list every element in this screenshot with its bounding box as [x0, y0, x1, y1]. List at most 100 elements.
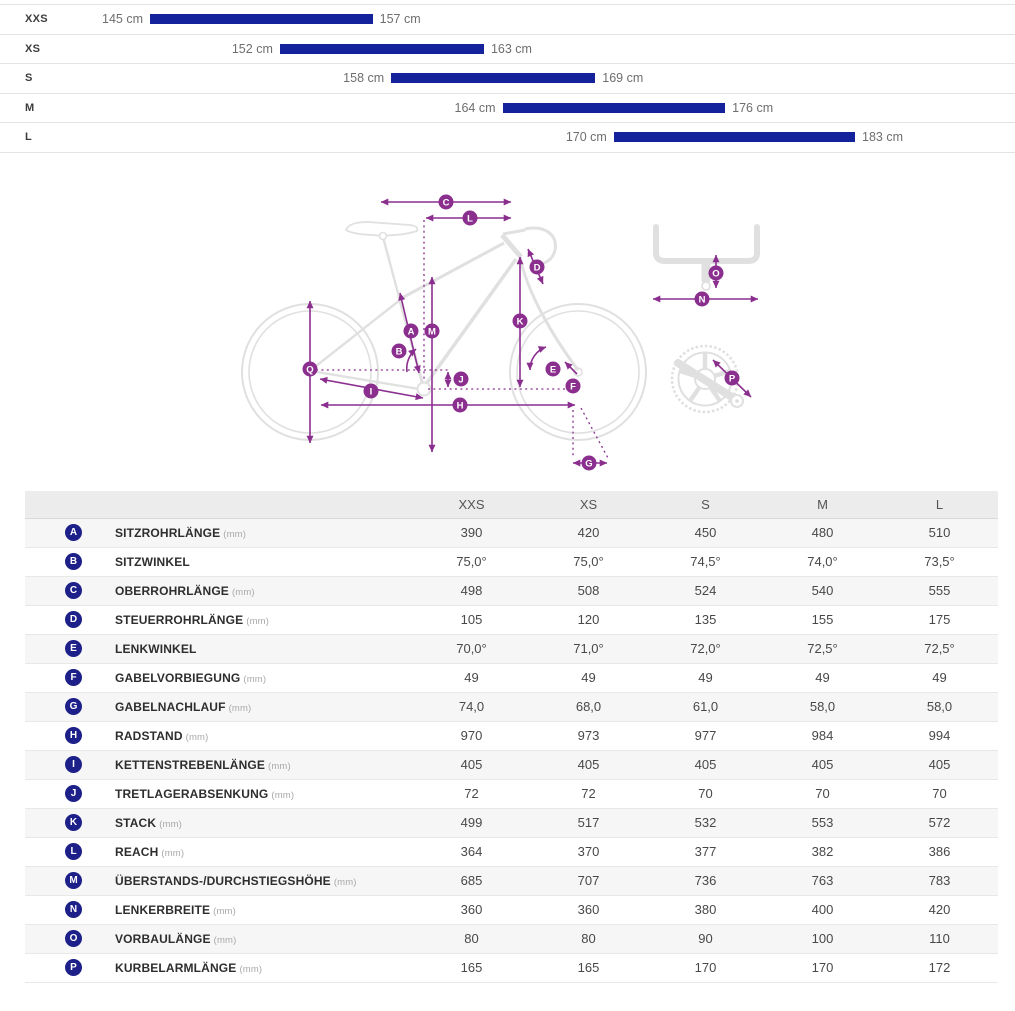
geo-param-name: OBERROHRLÄNGE — [115, 583, 229, 598]
geo-value: 58,0 — [809, 699, 836, 714]
geo-row-b: B SITZWINKEL 75,0° 75,0° 74,5° 74,0° 73,5° — [25, 546, 998, 576]
geo-param-unit: (mm) — [333, 876, 357, 888]
measurement-letter-badges: C L A B M Q I H J K D E F G N O P — [302, 194, 740, 470]
geo-value: 386 — [928, 844, 951, 859]
range-min-label: 145 cm — [102, 12, 143, 27]
height-range-bar — [613, 132, 855, 143]
geo-row-p: P KURBELARMLÄNGE (mm) 165 165 170 170 172 — [25, 952, 998, 983]
geo-param-label: KURBELARMLÄNGE (mm) — [95, 961, 413, 975]
badge-e-icon: E — [545, 361, 561, 376]
geo-value: 90 — [698, 931, 713, 946]
geo-param-unit: (mm) — [271, 789, 295, 801]
geo-value: 70 — [815, 786, 830, 801]
geo-param-label: STEUERROHRLÄNGE (mm) — [95, 613, 413, 627]
geo-param-label: REACH (mm) — [95, 845, 413, 859]
geo-value: 175 — [928, 612, 951, 627]
geo-value: 517 — [577, 815, 600, 830]
geo-value: 370 — [577, 844, 600, 859]
steering-axis-guide — [580, 407, 609, 458]
letter-badge-n: N — [65, 901, 82, 918]
svg-text:Q: Q — [306, 364, 313, 375]
geo-param-name: LENKERBREITE — [115, 902, 211, 917]
geo-value: 49 — [932, 670, 947, 685]
geo-value: 49 — [698, 670, 713, 685]
geo-param-label: LENKERBREITE (mm) — [95, 903, 413, 917]
geo-param-unit: (mm) — [159, 818, 182, 830]
geo-value: 707 — [577, 873, 600, 888]
geo-value: 984 — [811, 728, 834, 743]
geo-value: 540 — [811, 583, 834, 598]
geo-row-o: O VORBAULÄNGE (mm) 80 80 90 100 110 — [25, 923, 998, 953]
geo-row-n: N LENKERBREITE (mm) 360 360 380 400 420 — [25, 894, 998, 924]
geo-value: 450 — [694, 525, 717, 540]
geo-param-name: KURBELARMLÄNGE — [115, 960, 237, 975]
geo-value: 70 — [698, 786, 713, 801]
geo-value: 71,0° — [573, 641, 604, 656]
geo-row-a: A SITZROHRLÄNGE (mm) 390 420 450 480 510 — [25, 518, 998, 547]
geo-param-name: ÜBERSTANDS-/DURCHSTIEGSHÖHE — [115, 873, 331, 888]
geo-value: 360 — [460, 902, 483, 917]
badge-c-icon: C — [438, 194, 454, 209]
badge-k-icon: K — [512, 313, 528, 328]
svg-text:O: O — [712, 268, 719, 279]
badge-p-icon: P — [724, 370, 740, 385]
geo-value: 61,0 — [692, 699, 719, 714]
svg-text:L: L — [467, 213, 473, 224]
geo-value: 80 — [464, 931, 479, 946]
geo-param-name: REACH — [115, 844, 159, 859]
geo-value: 172 — [928, 960, 951, 975]
letter-badge-e: E — [65, 640, 82, 657]
geo-param-unit: (mm) — [239, 963, 263, 975]
range-max-label: 163 cm — [490, 41, 532, 56]
geo-value: 480 — [811, 525, 834, 540]
letter-badge-m: M — [65, 872, 82, 889]
geo-value: 405 — [694, 757, 717, 772]
geo-param-label: RADSTAND (mm) — [95, 729, 413, 743]
geo-value: 783 — [928, 873, 951, 888]
size-row-xxs: XXS 145 cm 157 cm — [0, 5, 1015, 35]
geo-value: 763 — [811, 873, 834, 888]
geo-param-name: VORBAULÄNGE — [115, 931, 211, 946]
size-row-xs: XS 152 cm 163 cm — [0, 35, 1015, 64]
size-label: M — [25, 101, 35, 114]
badge-l-icon: L — [462, 210, 478, 225]
geo-value: 364 — [460, 844, 483, 859]
geo-param-name: STACK — [115, 815, 157, 830]
geo-value: 498 — [460, 583, 483, 598]
geo-value: 72 — [464, 786, 479, 801]
geo-value: 377 — [694, 844, 717, 859]
height-range-bar — [279, 43, 484, 54]
geo-value: 553 — [811, 815, 834, 830]
svg-text:J: J — [458, 374, 463, 385]
geo-param-label: TRETLAGERABSENKUNG (mm) — [95, 787, 413, 801]
height-range-bar — [391, 73, 596, 84]
svg-text:A: A — [408, 326, 415, 337]
geo-value: 49 — [464, 670, 479, 685]
geo-value: 970 — [460, 728, 483, 743]
geo-param-name: LENKWINKEL — [115, 641, 197, 656]
svg-text:E: E — [550, 364, 556, 375]
svg-text:P: P — [729, 373, 736, 384]
geo-param-name: GABELVORBIEGUNG — [115, 670, 241, 685]
badge-i-icon: I — [363, 383, 379, 398]
geo-param-label: GABELVORBIEGUNG (mm) — [95, 671, 413, 685]
geo-value: 170 — [811, 960, 834, 975]
geometry-table: XXS XS S M L A SITZROHRLÄNGE (mm) 390 420 450 480 5… — [25, 490, 998, 983]
badge-b-icon: B — [391, 343, 407, 358]
geo-value: 72 — [581, 786, 596, 801]
geo-value: 75,0° — [573, 554, 604, 569]
letter-badge-g: G — [65, 698, 82, 715]
geo-value: 58,0 — [926, 699, 953, 714]
geo-value: 977 — [694, 728, 717, 743]
geo-param-label: SITZROHRLÄNGE (mm) — [95, 526, 413, 540]
geo-value: 72,5° — [807, 641, 838, 656]
geo-value: 68,0 — [575, 699, 602, 714]
geo-value: 100 — [811, 931, 834, 946]
geo-value: 74,0 — [458, 699, 485, 714]
size-label: XS — [25, 42, 41, 55]
geo-param-unit: (mm) — [161, 847, 185, 859]
geo-row-i: I KETTENSTREBENLÄNGE (mm) 405 405 405 405 405 — [25, 749, 998, 779]
size-row-s: S 158 cm 169 cm — [0, 64, 1015, 94]
geo-value: 74,0° — [807, 554, 838, 569]
svg-text:N: N — [699, 294, 706, 305]
